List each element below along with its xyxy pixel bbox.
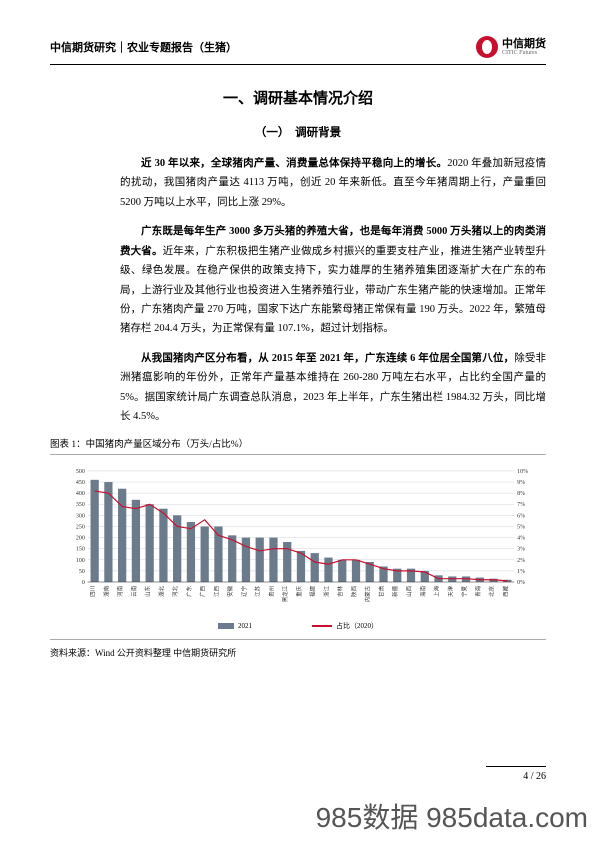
svg-text:山东: 山东 [144, 586, 152, 597]
svg-text:0: 0 [82, 580, 85, 586]
svg-text:河北: 河北 [171, 586, 179, 597]
section-title: 一、调研基本情况介绍 [50, 87, 546, 108]
svg-text:湖南: 湖南 [102, 586, 110, 597]
paragraph: 从我国猪肉产区分布看，从 2015 年至 2021 年，广东连续 6 年位居全国… [120, 349, 546, 427]
svg-text:7%: 7% [517, 503, 525, 509]
watermark: 985数据 985data.com [316, 796, 588, 836]
svg-text:新疆: 新疆 [391, 586, 399, 597]
svg-text:150: 150 [76, 547, 85, 553]
svg-text:贵州: 贵州 [267, 586, 275, 597]
chart-container: 0 50 100 150 200 250 300 350 400 450 500 0% 1% 2% 3% 4%… [50, 457, 546, 637]
svg-text:广西: 广西 [199, 586, 207, 597]
svg-text:100: 100 [76, 558, 85, 564]
body-text: 近 30 年以来，全球猪肉产量、消费量总体保持平稳向上的增长。2020 年叠加新… [50, 154, 546, 426]
svg-text:北京: 北京 [488, 586, 496, 597]
svg-text:黑龙江: 黑龙江 [281, 586, 289, 603]
svg-text:吉林: 吉林 [336, 586, 344, 597]
svg-text:天津: 天津 [447, 586, 454, 597]
chart-caption: 图表 1：中国猪肉产量区域分布（万头/占比%） [50, 436, 546, 450]
bar-line-chart: 0 50 100 150 200 250 300 350 400 450 500 0% 1% 2% 3% 4%… [60, 463, 536, 612]
subsection-title: （一） 调研背景 [50, 124, 546, 140]
svg-text:重庆: 重庆 [295, 586, 303, 597]
svg-text:山西: 山西 [405, 586, 413, 597]
brand-logo: 中信期货 CITIC Futures [476, 36, 546, 58]
svg-text:350: 350 [76, 503, 85, 509]
svg-text:250: 250 [76, 525, 85, 531]
legend-item-line: 占比（2020） [312, 621, 378, 631]
svg-text:海南: 海南 [419, 586, 427, 597]
svg-text:9%: 9% [517, 481, 525, 487]
svg-text:450: 450 [76, 481, 85, 487]
legend-item-bar: 2021 [218, 621, 252, 631]
chart-legend: 2021 占比（2020） [60, 621, 536, 631]
svg-text:2%: 2% [517, 558, 525, 564]
svg-text:辽宁: 辽宁 [240, 586, 248, 597]
svg-text:江苏: 江苏 [254, 586, 262, 597]
svg-text:云南: 云南 [130, 586, 138, 597]
svg-text:6%: 6% [517, 514, 525, 520]
paragraph: 近 30 年以来，全球猪肉产量、消费量总体保持平稳向上的增长。2020 年叠加新… [120, 154, 546, 212]
svg-text:5%: 5% [517, 525, 525, 531]
logo-icon [476, 36, 498, 58]
svg-text:上海: 上海 [433, 586, 441, 597]
svg-text:福建: 福建 [309, 586, 317, 597]
svg-text:湖北: 湖北 [157, 586, 165, 597]
svg-text:河南: 河南 [116, 586, 124, 597]
svg-text:甘肃: 甘肃 [378, 586, 386, 597]
svg-text:10%: 10% [517, 469, 528, 475]
legend-bar-icon [218, 623, 234, 629]
svg-text:浙江: 浙江 [322, 586, 330, 597]
header-title: 中信期货研究｜农业专题报告（生猪） [50, 39, 237, 55]
svg-text:江西: 江西 [213, 586, 220, 597]
svg-text:400: 400 [76, 492, 85, 498]
paragraph: 广东既是每年生产 3000 多万头猪的养殖大省，也是每年消费 5000 万头猪以… [120, 222, 546, 339]
legend-line-label: 占比（2020） [336, 621, 378, 631]
svg-text:广东: 广东 [185, 586, 193, 597]
page-header: 中信期货研究｜农业专题报告（生猪） 中信期货 CITIC Futures [50, 36, 546, 65]
legend-line-icon [312, 625, 332, 627]
brand-name-en: CITIC Futures [502, 50, 546, 56]
svg-text:300: 300 [76, 514, 85, 520]
brand-name-cn: 中信期货 [502, 39, 546, 50]
chart-source: 资料来源：Wind 公开资料整理 中信期货研究所 [50, 646, 546, 659]
svg-text:1%: 1% [517, 569, 525, 575]
svg-text:200: 200 [76, 536, 85, 542]
svg-text:安徽: 安徽 [226, 586, 234, 597]
svg-text:青海: 青海 [474, 586, 482, 597]
svg-text:4%: 4% [517, 536, 525, 542]
svg-text:0%: 0% [517, 580, 525, 586]
legend-bar-label: 2021 [238, 622, 252, 630]
svg-text:500: 500 [76, 469, 85, 475]
svg-text:西藏: 西藏 [501, 586, 509, 597]
svg-text:陕西: 陕西 [350, 586, 358, 597]
svg-text:四川: 四川 [90, 586, 97, 597]
svg-text:内蒙古: 内蒙古 [364, 586, 372, 603]
svg-text:8%: 8% [517, 492, 525, 498]
svg-text:宁夏: 宁夏 [460, 586, 468, 597]
svg-text:50: 50 [79, 569, 85, 575]
svg-text:3%: 3% [517, 547, 525, 553]
page-number: 4 / 26 [486, 766, 546, 782]
